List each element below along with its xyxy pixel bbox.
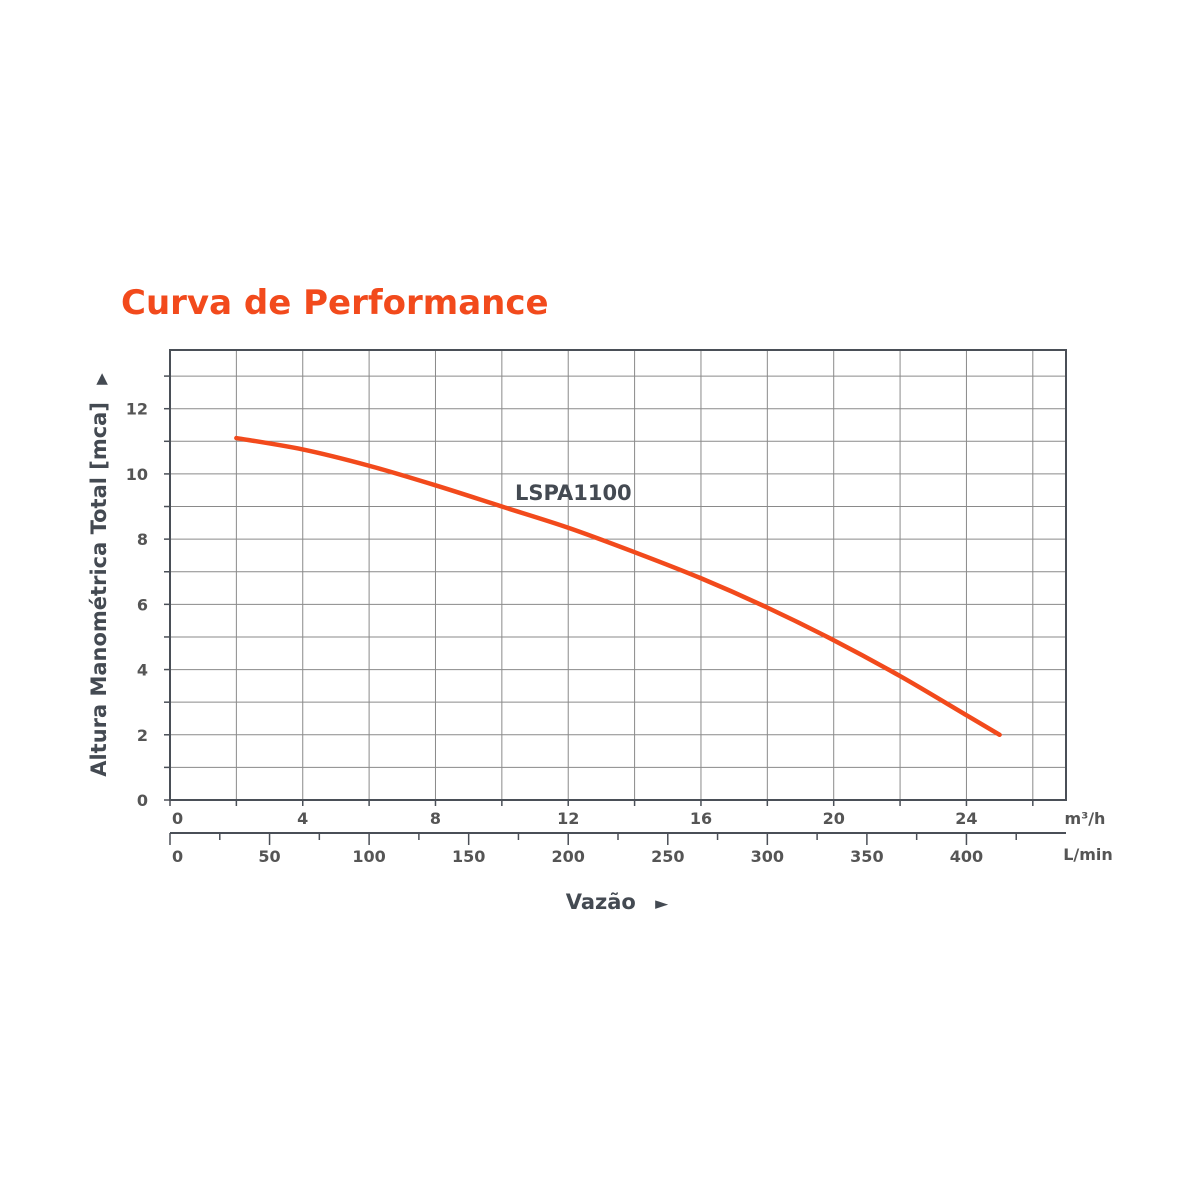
plot-frame [169, 349, 1067, 801]
x-tick-label: 24 [955, 809, 977, 828]
y-axis-label-group: Altura Manométrica Total [mca] ▶ [87, 373, 111, 777]
y-tick-label: 4 [137, 661, 148, 680]
series-layer [234, 435, 1002, 738]
series-label: LSPA1100 [515, 481, 632, 505]
x2-tick-label: 200 [552, 847, 585, 866]
x-tick-label: 8 [430, 809, 441, 828]
x2-tick-label: 150 [452, 847, 485, 866]
y-axis-label: Altura Manométrica Total [mca] ▶ [87, 373, 111, 777]
x2-tick-label: 50 [258, 847, 280, 866]
y-axis-arrow-icon: ▶ [92, 373, 110, 385]
x2-tick-label: 100 [352, 847, 385, 866]
x2-tick-label: 250 [651, 847, 684, 866]
x-tick-label: 16 [690, 809, 712, 828]
y-tick-label: 2 [137, 726, 148, 745]
y-tick-label: 8 [137, 530, 148, 549]
chart-title: Curva de Performance [121, 283, 549, 323]
x-axis-secondary: 0 50 100 150 200 250 300 350 400 L/min [169, 832, 1113, 866]
x2-tick-label: 350 [850, 847, 883, 866]
x-tick-label: 20 [823, 809, 845, 828]
x2-tick-label: 400 [950, 847, 983, 866]
x-axis-arrow-icon: ► [655, 894, 669, 914]
x2-unit-label: L/min [1063, 845, 1113, 864]
x-tick-label: 0 [172, 809, 183, 828]
series-line-lspa1100 [234, 435, 1002, 738]
x-axis-primary: 0 4 8 12 16 20 24 m³/h [169, 800, 1106, 828]
x-tick-label: 12 [557, 809, 579, 828]
y-tick-label: 0 [137, 791, 148, 810]
x2-tick-label: 0 [172, 847, 183, 866]
y-axis-ticks: 0 2 4 6 8 10 12 [126, 375, 170, 810]
x-unit-label: m³/h [1065, 809, 1106, 828]
x-axis-label: Vazão ► [566, 890, 669, 914]
y-tick-label: 10 [126, 465, 148, 484]
y-tick-label: 12 [126, 400, 148, 419]
grid-lines [170, 350, 1066, 800]
x-tick-label: 4 [297, 809, 308, 828]
y-tick-label: 6 [137, 595, 148, 614]
x2-tick-label: 300 [751, 847, 784, 866]
